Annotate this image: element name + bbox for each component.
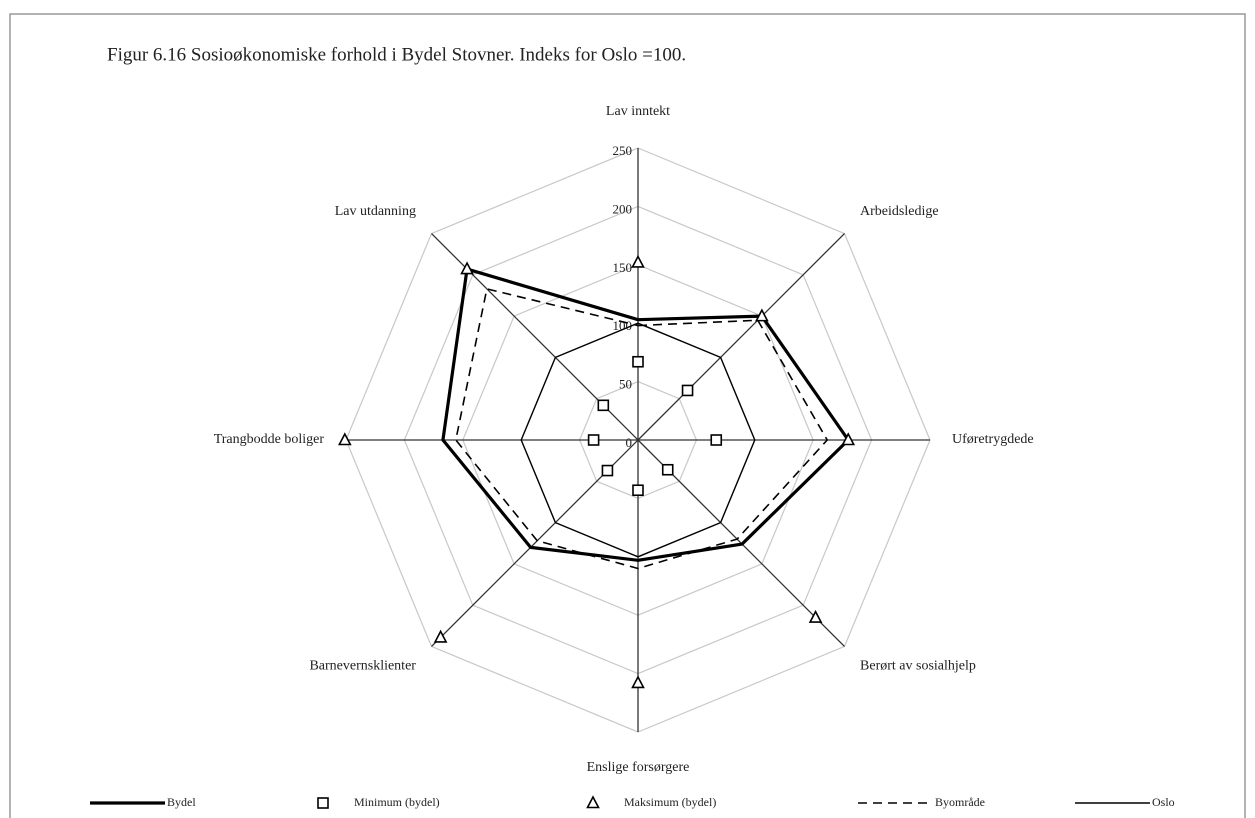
category-label: Lav utdanning (335, 204, 416, 219)
marker-square (661, 463, 674, 476)
marker-square (632, 484, 644, 497)
marker-triangle (631, 675, 645, 689)
marker-square (632, 355, 644, 368)
marker-triangle (433, 629, 448, 643)
y-tick-label: 50 (619, 377, 632, 392)
plot (338, 254, 856, 689)
marker-triangle (338, 432, 352, 446)
y-tick-label: 100 (613, 318, 633, 333)
category-label: Arbeidsledige (860, 204, 939, 219)
marker-square (587, 434, 600, 446)
marker-square (710, 434, 723, 446)
category-label: Enslige forsørgere (587, 760, 690, 775)
series-line (520, 322, 756, 558)
legend-label: Bydel (167, 795, 196, 809)
marker-triangle (755, 308, 769, 322)
marker-triangle (841, 432, 856, 446)
marker-square (317, 797, 329, 809)
marker-triangle (808, 609, 823, 623)
y-tick-label: 150 (613, 260, 633, 275)
legend-label: Minimum (bydel) (354, 795, 440, 809)
category-label: Barnevernsklienter (309, 658, 416, 673)
category-label: Trangbodde boliger (214, 432, 325, 447)
spoke (637, 233, 845, 441)
marker-triangle (460, 261, 474, 275)
legend: Bydel Minimum (bydel) Maksimum (bydel) Byom… (90, 795, 1175, 809)
frame (9, 13, 1246, 818)
y-tick-label: 250 (613, 143, 633, 158)
axes: 0 50 100 150 200 250 Lav inntekt Arbeidsledige U… (214, 104, 1034, 775)
legend-label: Maksimum (bydel) (624, 795, 716, 809)
chart-title: Figur 6.16 Sosioøkonomiske forhold i Byd… (107, 44, 686, 65)
y-tick-label: 0 (626, 435, 633, 450)
legend-label: Byområde (935, 795, 985, 809)
legend-label: Oslo (1152, 795, 1175, 809)
category-label: Uføretrygdede (952, 432, 1034, 447)
marker-square (601, 464, 614, 477)
series-line (454, 288, 829, 570)
marker-triangle (586, 795, 600, 809)
marker-triangle (631, 254, 645, 268)
y-tick-label: 200 (613, 201, 633, 216)
marker-square (597, 399, 610, 412)
category-label: Lav inntekt (606, 104, 670, 119)
series-line (441, 267, 850, 562)
marker-square (681, 384, 694, 397)
category-label: Berørt av sosialhjelp (860, 658, 976, 673)
